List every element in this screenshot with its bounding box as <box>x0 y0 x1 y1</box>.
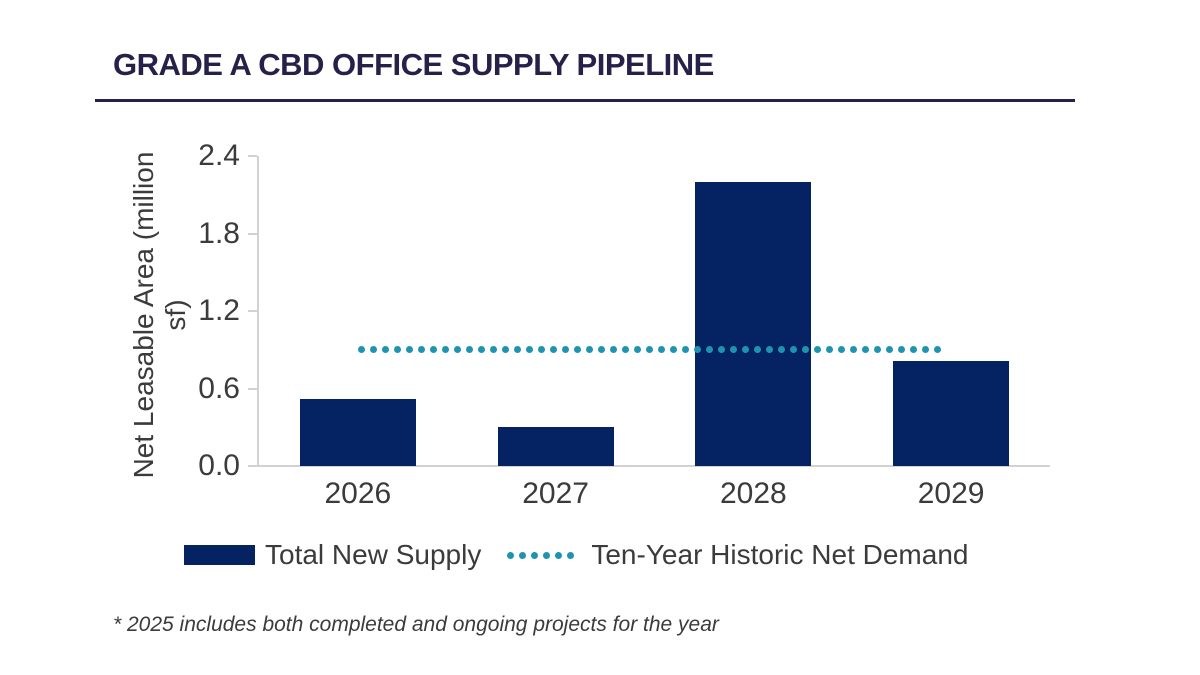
demand-line-dot <box>561 345 569 353</box>
demand-line-dot <box>381 345 389 353</box>
demand-line-dot <box>885 345 893 353</box>
demand-line-dot <box>765 345 773 353</box>
legend-label-supply: Total New Supply <box>265 539 482 570</box>
legend-dot <box>519 551 527 559</box>
legend-dot <box>531 551 539 559</box>
demand-line-dot <box>669 345 677 353</box>
demand-line-dot <box>429 345 437 353</box>
x-axis-line <box>248 465 1050 467</box>
y-tick-label: 2.4 <box>198 139 240 172</box>
demand-line-dot <box>537 345 545 353</box>
bar-2029 <box>893 361 1010 466</box>
demand-line-dot <box>933 345 941 353</box>
demand-line-dot <box>777 345 785 353</box>
demand-line-dot <box>597 345 605 353</box>
demand-line-dot <box>657 345 665 353</box>
demand-line-dot <box>909 345 917 353</box>
demand-line-dot <box>465 345 473 353</box>
demand-line-dot <box>705 345 713 353</box>
demand-line-dot <box>405 345 413 353</box>
demand-line-dot <box>609 345 617 353</box>
demand-line-dot <box>753 345 761 353</box>
y-tick <box>248 387 257 390</box>
legend: Total New Supply Ten-Year Historic Net D… <box>184 539 968 571</box>
demand-line-dot <box>357 345 365 353</box>
demand-line-dot <box>837 345 845 353</box>
demand-line-dot <box>477 345 485 353</box>
demand-line-dot <box>369 345 377 353</box>
demand-line-dot <box>825 345 833 353</box>
demand-line-dot <box>633 345 641 353</box>
demand-line-dot <box>585 345 593 353</box>
demand-line-dot <box>489 345 497 353</box>
demand-line-dot <box>549 345 557 353</box>
y-tick-label: 0.6 <box>198 371 240 405</box>
demand-line-dot <box>849 345 857 353</box>
demand-line-dot <box>501 345 509 353</box>
demand-line-dot <box>789 345 797 353</box>
x-tick-label: 2028 <box>720 477 787 510</box>
legend-dot <box>507 551 515 559</box>
demand-line-dot <box>417 345 425 353</box>
legend-dot <box>567 551 575 559</box>
y-tick <box>248 155 257 157</box>
y-tick <box>248 232 257 235</box>
demand-line-dot <box>801 345 809 353</box>
demand-line-dot <box>717 345 725 353</box>
legend-dotted-line-swatch <box>507 551 579 559</box>
y-axis-line <box>257 156 259 466</box>
demand-line-dot <box>681 345 689 353</box>
x-tick-label: 2026 <box>324 477 392 510</box>
demand-line-dot <box>897 345 905 353</box>
demand-line-dot <box>441 345 449 353</box>
demand-line-dot <box>729 345 737 353</box>
demand-line-dot <box>573 345 581 353</box>
demand-line-dot <box>693 345 701 353</box>
title-underline <box>95 99 1075 102</box>
x-tick-label: 2029 <box>917 477 985 510</box>
demand-line-dot <box>525 345 533 353</box>
page-title: GRADE A CBD OFFICE SUPPLY PIPELINE <box>113 47 714 82</box>
demand-line-dot <box>861 345 869 353</box>
y-tick <box>248 310 257 312</box>
y-tick-label: 1.2 <box>198 294 240 327</box>
y-tick-label: 0.0 <box>198 449 240 482</box>
demand-line-dot <box>393 345 401 353</box>
legend-bar-swatch <box>184 545 255 565</box>
demand-line-dot <box>921 345 929 353</box>
demand-line-dot <box>513 345 521 353</box>
demand-line-dot <box>645 345 653 353</box>
demand-line-dot <box>621 345 629 353</box>
demand-line-dot <box>453 345 461 353</box>
demand-line-dot <box>741 345 749 353</box>
bar-2027 <box>497 427 614 466</box>
y-tick-label: 1.8 <box>198 216 240 250</box>
legend-label-demand: Ten-Year Historic Net Demand <box>591 539 969 570</box>
bar-2028 <box>695 181 812 466</box>
bar-2026 <box>299 398 416 466</box>
demand-line-dot <box>813 345 821 353</box>
footnote: * 2025 includes both completed and ongoi… <box>113 613 719 636</box>
demand-line-dot <box>873 345 881 353</box>
legend-dot <box>543 551 551 559</box>
legend-dot <box>555 551 563 559</box>
demand-dotted-line <box>357 345 951 354</box>
x-tick-label: 2027 <box>522 477 589 510</box>
